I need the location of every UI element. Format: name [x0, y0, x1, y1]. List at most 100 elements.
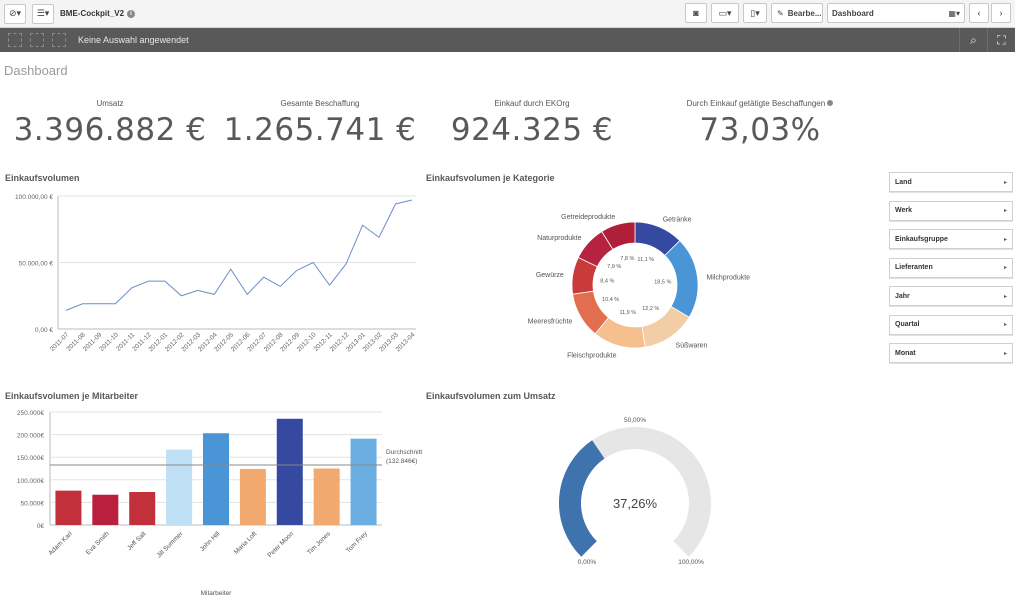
selection-bar-tools: ⌕ ⛶ — [959, 28, 1015, 52]
donut-chart[interactable]: 11,1 % Getränke 18,5 % Milchprodukte 12,2 % S… — [420, 185, 800, 385]
edit-button[interactable]: ✎ Bearbe... — [771, 3, 823, 23]
app-title-text: BME-Cockpit_V2 — [60, 9, 125, 18]
x-tick-label: Maria Loft — [233, 530, 259, 556]
slice-percent-label: 11,1 % — [637, 257, 654, 263]
edit-label: Bearbe... — [787, 8, 822, 18]
x-tick-label: Jill Summer — [156, 530, 186, 560]
sheet-grid-icon: ▦▾ — [948, 8, 960, 18]
y-tick-label: 250.000€ — [17, 410, 44, 417]
kpi-einkauf-anteil[interactable]: Durch Einkauf getätigte Beschaffungen 73… — [650, 99, 870, 148]
page-title: Dashboard — [4, 63, 68, 78]
presentation-icon: ▭▾ — [718, 7, 732, 18]
filter-quartal[interactable]: Quartal ▸ — [889, 314, 1013, 335]
global-menu-button[interactable]: ☰▾ — [32, 3, 54, 24]
gauge-value-arc — [559, 440, 605, 557]
donut-slice — [641, 305, 690, 348]
bar — [313, 468, 340, 525]
fullscreen-icon[interactable]: ⛶ — [987, 28, 1015, 52]
filter-land[interactable]: Land ▸ — [889, 172, 1013, 192]
clear-selections-icon[interactable] — [52, 33, 66, 47]
bar-chart-title: Einkaufsvolumen je Mitarbeiter — [5, 391, 139, 401]
triangle-right-icon: ▸ — [1003, 265, 1007, 271]
list-menu-icon: ☰▾ — [36, 8, 50, 18]
navigation-menu-button[interactable]: ⊘▾ — [4, 3, 26, 24]
selection-status: Keine Auswahl angewendet — [78, 35, 189, 45]
gauge-chart[interactable]: 37,26% 50,00% 0,00% 100,00% — [520, 415, 750, 580]
info-icon[interactable]: i — [127, 9, 136, 18]
triangle-right-icon: ▸ — [1003, 350, 1007, 357]
y-tick-label: 0,00 € — [35, 327, 53, 334]
gauge-mid-label: 50,00% — [624, 417, 646, 424]
filter-jahr[interactable]: Jahr ▸ — [889, 286, 1013, 306]
kpi-value: 3.396.882 € — [13, 112, 207, 148]
y-tick-label: 50.000,00 € — [19, 261, 54, 268]
bar — [166, 449, 193, 525]
sheet-selector[interactable]: Dashboard ▦▾ — [827, 3, 965, 23]
search-icon[interactable]: ⌕ — [959, 28, 987, 52]
bar — [55, 490, 82, 525]
slice-percent-label: 11,9 % — [619, 310, 636, 316]
kpi-einkauf-ekorg[interactable]: Einkauf durch EKOrg 924.325 € — [427, 99, 637, 148]
filter-label: Jahr — [895, 292, 910, 300]
line-chart-title: Einkaufsvolumen — [5, 173, 80, 183]
bookmark-button[interactable]: ▯▾ — [743, 3, 767, 23]
kpi-label: Umsatz — [96, 99, 124, 108]
slice-percent-label: 7,8 % — [620, 256, 634, 262]
filter-lieferanten[interactable]: Lieferanten ▸ — [889, 257, 1013, 278]
pencil-icon: ✎ — [777, 8, 784, 18]
app-title: BME-Cockpit_V2 i — [60, 9, 136, 18]
info-icon[interactable] — [827, 100, 834, 106]
x-tick-label: Tom Frey — [345, 530, 370, 555]
top-toolbar: ⊘▾ ☰▾ BME-Cockpit_V2 i ◙ ▭▾ ▯▾ ✎ Bearbe.… — [0, 0, 1015, 28]
filter-werk[interactable]: Werk ▸ — [889, 200, 1013, 221]
selections-forward-icon[interactable] — [30, 33, 44, 47]
kpi-beschaffung[interactable]: Gesamte Beschaffung 1.265.741 € — [215, 99, 425, 148]
triangle-right-icon: ▸ — [1003, 208, 1007, 214]
gauge-min-label: 0,00% — [578, 559, 597, 566]
bar-chart[interactable]: 0€ 50.000€ 100.000€ 150.000€ 200.000€ 250.000… — [0, 403, 425, 608]
filter-monat[interactable]: Monat ▸ — [889, 343, 1013, 363]
kpi-label: Gesamte Beschaffung — [280, 99, 360, 108]
present-button[interactable]: ▭▾ — [711, 3, 739, 23]
filter-panel: Land ▸ Werk ▸ Einkaufsgruppe ▸ Lieferanten ▸… — [889, 172, 1013, 372]
x-tick-label: Tim Jones — [306, 530, 333, 557]
previous-sheet-button[interactable]: ‹ — [969, 3, 989, 23]
y-tick-label: 200.000€ — [17, 433, 44, 440]
slice-percent-label: 10,4 % — [602, 297, 619, 303]
filter-einkaufsgruppe[interactable]: Einkaufsgruppe ▸ — [889, 229, 1013, 249]
kpi-value: 73,03% — [699, 112, 821, 148]
slice-category-label: Meeresfrüchte — [528, 319, 573, 326]
filter-label: Monat — [895, 349, 916, 357]
line-chart[interactable]: 0,00 €50.000,00 €100.000,00 €2011-072011… — [0, 185, 420, 385]
slice-category-label: Fleischprodukte — [567, 353, 617, 360]
bar — [129, 492, 156, 525]
kpi-umsatz[interactable]: Umsatz 3.396.882 € — [5, 99, 215, 148]
slice-percent-label: 8,4 % — [600, 279, 614, 285]
selection-bar: Keine Auswahl angewendet ⌕ ⛶ — [0, 28, 1015, 52]
gauge-max-label: 100,00% — [678, 559, 704, 566]
y-tick-label: 100.000€ — [17, 478, 44, 485]
filter-label: Einkaufsgruppe — [895, 235, 948, 243]
kpi-label: Einkauf durch EKOrg — [494, 99, 570, 108]
donut-slice — [601, 221, 636, 250]
x-tick-label: Peter Moon — [266, 530, 295, 559]
snapshot-button[interactable]: ◙ — [685, 3, 707, 23]
selections-back-icon[interactable] — [8, 33, 22, 47]
x-tick-label: Adam Karl — [47, 530, 74, 557]
triangle-right-icon: ▸ — [1003, 179, 1007, 186]
slice-category-label: Getreideprodukte — [561, 214, 615, 221]
slice-category-label: Naturprodukte — [537, 235, 581, 242]
y-tick-label: 150.000€ — [17, 455, 44, 462]
bar — [92, 494, 119, 525]
sheet-name: Dashboard — [832, 8, 874, 18]
chevron-right-icon: › — [999, 8, 1003, 18]
line-series — [65, 199, 413, 311]
y-tick-label: 50.000€ — [21, 500, 45, 507]
gauge-chart-title: Einkaufsvolumen zum Umsatz — [426, 391, 556, 401]
triangle-right-icon: ▸ — [1003, 293, 1007, 300]
donut-chart-title: Einkaufsvolumen je Kategorie — [426, 173, 555, 183]
next-sheet-button[interactable]: › — [991, 3, 1011, 23]
filter-label: Land — [895, 178, 912, 186]
triangle-right-icon: ▸ — [1003, 236, 1007, 243]
x-tick-label: Eva Smith — [85, 530, 111, 556]
